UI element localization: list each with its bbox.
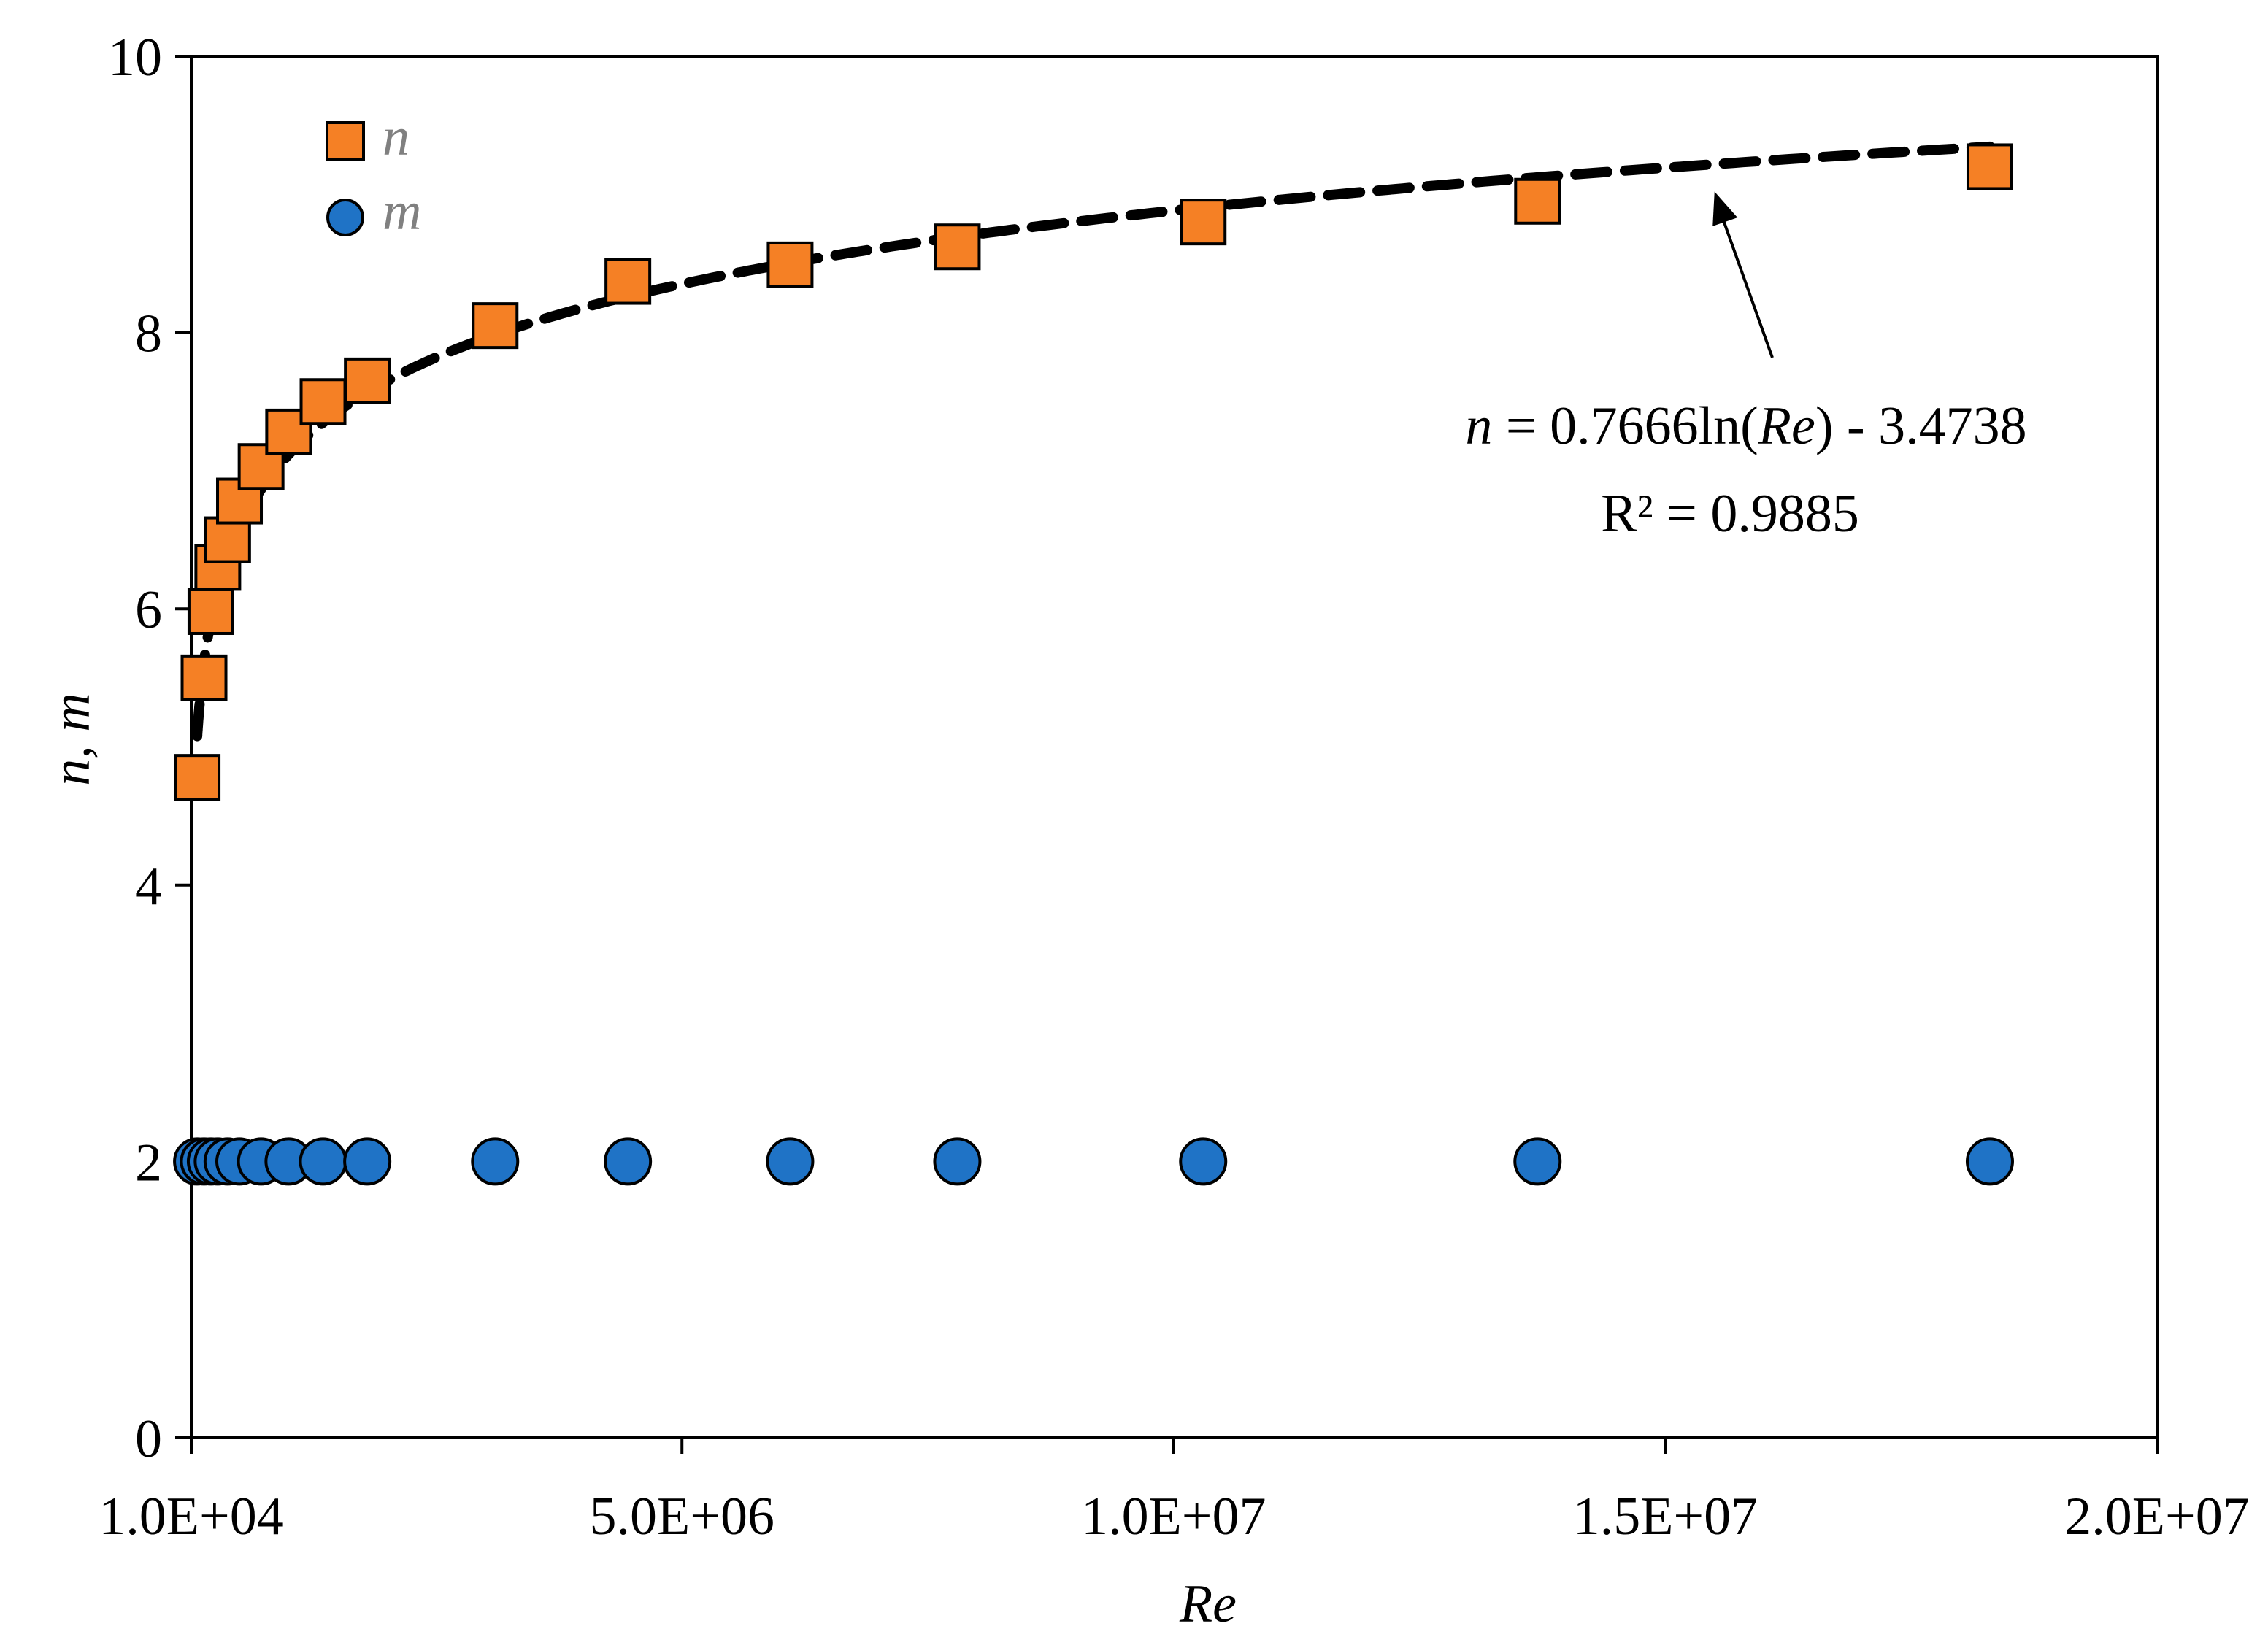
point-n xyxy=(472,302,519,350)
point-m xyxy=(1513,1137,1562,1186)
equation-re: Re xyxy=(1758,396,1815,456)
equation-variable: n xyxy=(1465,396,1492,456)
x-tick-label: 1.0E+07 xyxy=(1081,1487,1266,1547)
x-tick-label: 5.0E+06 xyxy=(590,1487,774,1547)
point-n xyxy=(180,654,228,701)
axes xyxy=(190,55,2159,1439)
point-m xyxy=(1179,1137,1228,1186)
legend-marker-n xyxy=(326,121,365,161)
legend-label-m: m xyxy=(383,182,421,242)
x-tick-label: 2.0E+07 xyxy=(2064,1487,2249,1547)
legend: n m xyxy=(326,107,421,242)
annotation-arrow-line xyxy=(1717,207,1774,358)
point-n xyxy=(604,258,652,305)
y-tick-label: 0 xyxy=(135,1409,162,1469)
y-tick-label: 6 xyxy=(135,580,162,640)
point-n xyxy=(187,588,234,635)
point-n xyxy=(204,516,251,563)
equation-middle: = 0.7666ln( xyxy=(1492,396,1758,456)
x-axis-title: Re xyxy=(1179,1574,1237,1634)
point-n xyxy=(1514,177,1561,225)
plot-area-frame xyxy=(190,55,2159,1439)
y-tick-label: 4 xyxy=(135,857,162,917)
trendline-equation: n = 0.7666ln(Re) - 3.4738 xyxy=(1465,396,2026,456)
point-n xyxy=(344,357,391,404)
point-n xyxy=(1966,143,2013,190)
point-m xyxy=(604,1137,653,1186)
point-m xyxy=(766,1137,815,1186)
point-n xyxy=(1180,199,1227,246)
equation-tail: ) - 3.4738 xyxy=(1815,396,2027,456)
r-squared-label: R² = 0.9885 xyxy=(1601,484,1859,544)
point-n xyxy=(934,223,981,271)
point-n xyxy=(174,754,221,801)
y-tick-label: 2 xyxy=(135,1133,162,1193)
legend-marker-m xyxy=(326,199,364,236)
ticks: 1.0E+04 5.0E+06 1.0E+07 1.5E+07 2.0E+07 0 2 4 6 8… xyxy=(99,28,2249,1547)
series-m xyxy=(173,1137,2014,1186)
point-n xyxy=(766,241,814,288)
y-axis-title: n, m xyxy=(42,693,101,785)
legend-label-n: n xyxy=(383,107,410,167)
annotation-arrow-head xyxy=(1712,191,1738,226)
y-tick-label: 8 xyxy=(135,304,162,364)
y-tick-label: 10 xyxy=(108,28,162,88)
point-n xyxy=(299,378,347,425)
x-tick-label: 1.0E+04 xyxy=(99,1487,283,1547)
point-m xyxy=(471,1137,520,1186)
series-n xyxy=(174,143,2013,801)
point-m xyxy=(299,1137,347,1186)
point-m xyxy=(933,1137,982,1186)
point-m xyxy=(343,1137,392,1186)
x-tick-label: 1.5E+07 xyxy=(1573,1487,1758,1547)
point-m xyxy=(1965,1137,2014,1186)
